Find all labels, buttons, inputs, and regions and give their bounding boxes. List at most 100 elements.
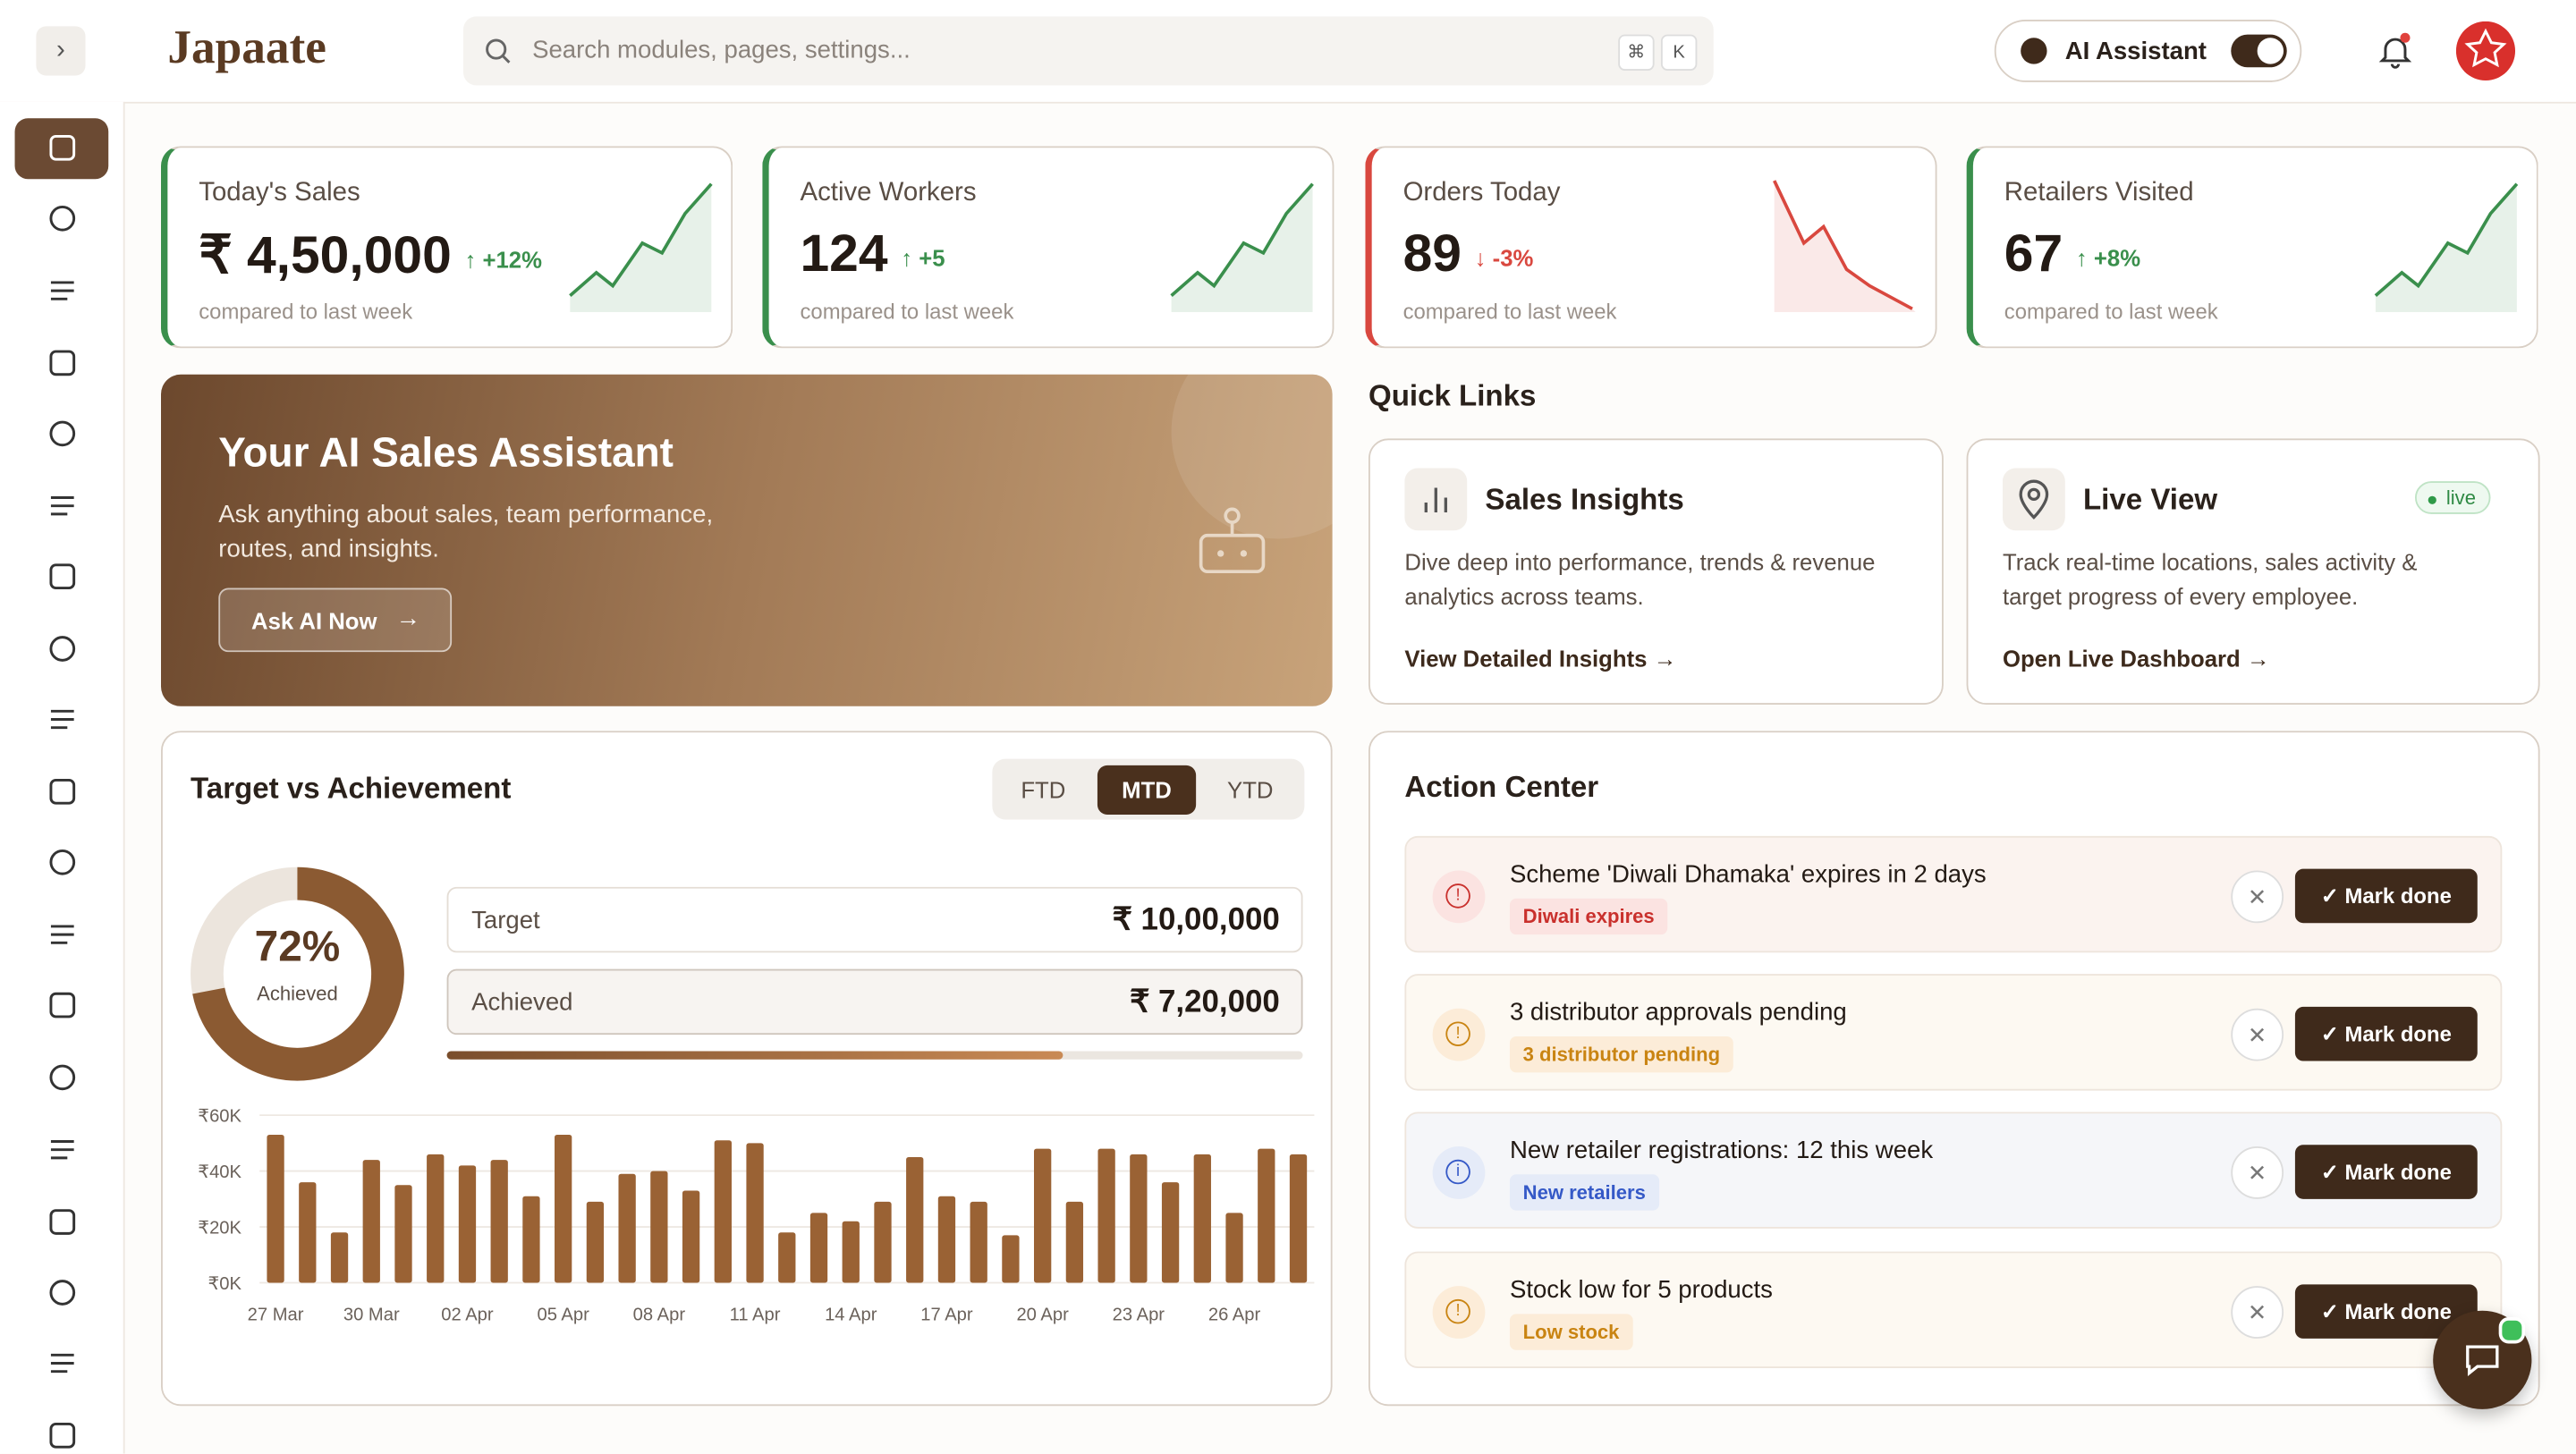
nav-icon[interactable] [45, 488, 80, 524]
notification-bell[interactable] [2376, 31, 2415, 71]
sparkline-area [1774, 181, 1916, 312]
nav-icon[interactable] [45, 1060, 80, 1095]
bar [809, 1213, 828, 1283]
ai-banner: Your AI Sales Assistant Ask anything abo… [160, 374, 1333, 706]
ai-assistant-toggle[interactable]: AI Assistant [1994, 20, 2302, 82]
nav-icon[interactable] [45, 773, 80, 809]
kpi-card: Today's Sales ₹ 4,50,000 ↑ +12% compared to… [160, 146, 733, 349]
bar [362, 1160, 380, 1283]
bar [555, 1134, 572, 1283]
x-tick-label: 14 Apr [825, 1306, 877, 1325]
bar [522, 1196, 540, 1283]
nav-icon[interactable] [45, 1204, 80, 1239]
nav-icon[interactable] [45, 1345, 80, 1381]
donut: 72% Achieved [191, 866, 404, 1081]
card-title: Action Center [1404, 770, 1599, 804]
kpi-change: ↑ +8% [2076, 244, 2140, 270]
x-tick-label: 11 Apr [730, 1306, 781, 1325]
nav-icon[interactable] [45, 1417, 80, 1453]
nav-icon[interactable] [45, 844, 80, 880]
donut-arc [192, 866, 404, 1081]
nav-icon[interactable] [45, 273, 80, 309]
donut-value: 72% [255, 923, 341, 970]
nav-icon[interactable] [45, 416, 80, 452]
link-label: Open Live Dashboard [2002, 645, 2241, 672]
chat-button[interactable] [2433, 1310, 2532, 1409]
nav-active[interactable] [14, 118, 109, 180]
ai-icon [2021, 38, 2047, 64]
nav-icon[interactable] [45, 1274, 80, 1310]
y-tick-label: ₹60K [198, 1106, 242, 1126]
bar [937, 1196, 956, 1283]
avatar[interactable] [2455, 21, 2516, 80]
bar [267, 1134, 284, 1283]
nav-icon[interactable] [45, 630, 80, 666]
action-icon: i [1432, 1146, 1486, 1199]
nav-icon[interactable] [45, 200, 80, 236]
bar [427, 1154, 445, 1283]
bar [1258, 1148, 1275, 1283]
x-tick-label: 20 Apr [1016, 1306, 1069, 1325]
kpi-number: ₹ 4,50,000 [199, 224, 452, 284]
mark-done-button[interactable]: ✓ Mark done [2294, 868, 2478, 924]
badge-label: live [2445, 486, 2476, 510]
dismiss-button[interactable]: ✕ [2231, 1146, 2284, 1199]
nav-icon[interactable] [45, 987, 80, 1023]
nav-icon[interactable] [45, 701, 80, 737]
section-title: Quick Links [1368, 379, 1537, 413]
dismiss-button[interactable]: ✕ [2231, 870, 2284, 924]
nav-icon[interactable] [45, 345, 80, 381]
tab[interactable]: MTD [1097, 765, 1197, 816]
nav-icon[interactable] [45, 130, 80, 165]
bar [1065, 1201, 1084, 1283]
logo[interactable]: Japaate [167, 21, 326, 74]
quick-link-card[interactable]: Live View live Track real-time locations… [1966, 438, 2540, 705]
tab[interactable]: YTD [1227, 776, 1274, 804]
kpi-number: 124 [800, 223, 888, 283]
dismiss-button[interactable]: ✕ [2231, 1008, 2284, 1061]
icon-ring: ! [1445, 1021, 1470, 1046]
bar [458, 1165, 477, 1283]
kpi-label: Retailers Visited [2004, 179, 2194, 207]
mark-done-button[interactable]: ✓ Mark done [2294, 1006, 2478, 1061]
search-box[interactable]: Search modules, pages, settings... ⌘ K [462, 16, 1714, 86]
x-tick-label: 17 Apr [920, 1306, 973, 1325]
sparkline [1170, 182, 1314, 312]
mark-done-button[interactable]: ✓ Mark done [2294, 1145, 2478, 1199]
kpi-value: ₹ 4,50,000 ↑ +12% [199, 224, 542, 286]
sidebar-toggle[interactable]: › [36, 26, 86, 76]
nav-icon[interactable] [45, 558, 80, 594]
bar [1002, 1235, 1020, 1283]
x-tick-label: 08 Apr [633, 1306, 686, 1325]
target-card [160, 731, 1333, 1407]
nav-icon[interactable] [45, 1132, 80, 1168]
progress-fill [446, 1051, 1063, 1060]
icon-ring: i [1445, 1159, 1470, 1185]
achieved-row: Achieved ₹ 7,20,000 [446, 968, 1303, 1036]
sparkline [1773, 180, 1916, 312]
ask-ai-button[interactable]: Ask AI Now → [218, 588, 453, 653]
target-row: Target ₹ 10,00,000 [446, 886, 1303, 953]
y-tick-label: ₹40K [198, 1162, 242, 1182]
bar [1130, 1154, 1148, 1283]
quick-link-card[interactable]: Sales Insights Dive deep into performanc… [1368, 438, 1944, 705]
bar [1193, 1154, 1211, 1283]
tab[interactable]: FTD [1021, 776, 1066, 804]
shortcut-key: K [1660, 34, 1698, 71]
check-icon: ✓ [2320, 1021, 2345, 1046]
change-text: -3% [1492, 243, 1534, 271]
x-tick-label: 26 Apr [1208, 1306, 1261, 1325]
icon-ring: ! [1445, 1298, 1470, 1324]
dismiss-button[interactable]: ✕ [2231, 1286, 2284, 1339]
bar [586, 1201, 605, 1283]
button-label: Mark done [2344, 883, 2452, 909]
card-link[interactable]: Open Live Dashboard → [2002, 645, 2270, 672]
kpi-number: 89 [1402, 223, 1462, 283]
card-link[interactable]: View Detailed Insights → [1404, 645, 1677, 672]
nav-icon[interactable] [45, 917, 80, 952]
bar [1289, 1154, 1308, 1283]
card-title: Live View [2082, 482, 2218, 516]
sparkline-line [569, 182, 713, 297]
kpi-value: 67 ↑ +8% [2004, 224, 2140, 284]
change-text: +5 [919, 243, 945, 271]
